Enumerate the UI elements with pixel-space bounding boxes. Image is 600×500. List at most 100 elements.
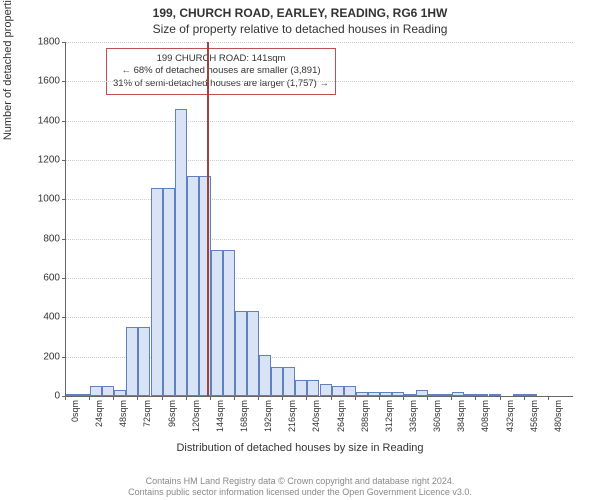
x-tick-label: 144sqm [215, 400, 225, 440]
x-tick-label: 360sqm [432, 400, 442, 440]
histogram-bar [151, 188, 163, 396]
x-tick-label: 168sqm [239, 400, 249, 440]
histogram-bar [102, 386, 114, 396]
x-tick-label: 0sqm [70, 400, 80, 440]
x-tick-label: 120sqm [191, 400, 201, 440]
gridline [66, 81, 573, 82]
histogram-bar [175, 109, 187, 396]
property-marker-line [207, 42, 209, 396]
x-tick-label: 288sqm [360, 400, 370, 440]
x-tick-mark [186, 397, 187, 400]
x-tick-mark [500, 397, 501, 400]
x-tick-label: 456sqm [529, 400, 539, 440]
annotation-box: 199 CHURCH ROAD: 141sqm ← 68% of detache… [106, 48, 336, 95]
y-tick-mark [62, 278, 65, 279]
y-tick-mark [62, 199, 65, 200]
histogram-bar [199, 176, 211, 396]
histogram-bar [114, 390, 126, 396]
histogram-bar [295, 380, 307, 396]
x-tick-label: 264sqm [336, 400, 346, 440]
gridline [66, 317, 573, 318]
y-tick-mark [62, 121, 65, 122]
x-tick-mark [331, 397, 332, 400]
x-tick-mark [234, 397, 235, 400]
histogram-bar [404, 394, 416, 396]
histogram-bar [138, 327, 150, 396]
x-tick-label: 72sqm [142, 400, 152, 440]
histogram-bar [489, 394, 501, 396]
histogram-bar [66, 394, 78, 396]
histogram-bar [428, 394, 440, 396]
y-tick-mark [62, 357, 65, 358]
annotation-line2: ← 68% of detached houses are smaller (3,… [113, 65, 329, 77]
y-tick-label: 400 [20, 312, 60, 323]
histogram-bar [344, 386, 356, 396]
y-tick-label: 1800 [20, 37, 60, 48]
x-tick-mark [379, 397, 380, 400]
x-tick-mark [65, 397, 66, 400]
gridline [66, 42, 573, 43]
y-tick-label: 0 [20, 391, 60, 402]
footer-attribution: Contains HM Land Registry data © Crown c… [0, 476, 600, 498]
x-tick-mark [403, 397, 404, 400]
x-tick-label: 408sqm [480, 400, 490, 440]
gridline [66, 121, 573, 122]
x-tick-mark [355, 397, 356, 400]
gridline [66, 278, 573, 279]
histogram-bar [464, 394, 476, 396]
x-tick-mark [548, 397, 549, 400]
y-tick-label: 200 [20, 351, 60, 362]
x-tick-mark [524, 397, 525, 400]
x-tick-mark [475, 397, 476, 400]
y-tick-mark [62, 239, 65, 240]
footer-line1: Contains HM Land Registry data © Crown c… [0, 476, 600, 487]
chart-container: 199, CHURCH ROAD, EARLEY, READING, RG6 1… [0, 0, 600, 500]
x-tick-label: 432sqm [505, 400, 515, 440]
histogram-bar [476, 394, 488, 396]
gridline [66, 239, 573, 240]
annotation-line3: 31% of semi-detached houses are larger (… [113, 78, 329, 90]
histogram-bar [271, 367, 283, 397]
y-tick-label: 1000 [20, 194, 60, 205]
gridline [66, 199, 573, 200]
x-tick-label: 24sqm [94, 400, 104, 440]
x-tick-label: 480sqm [553, 400, 563, 440]
histogram-bar [187, 176, 199, 396]
histogram-bar [513, 394, 525, 396]
histogram-bar [392, 392, 404, 396]
histogram-bar [223, 250, 235, 396]
x-tick-mark [451, 397, 452, 400]
histogram-bar [320, 384, 332, 396]
histogram-bar [440, 394, 452, 396]
x-tick-mark [89, 397, 90, 400]
x-tick-mark [282, 397, 283, 400]
x-tick-mark [137, 397, 138, 400]
histogram-bar [259, 355, 271, 396]
y-tick-label: 1400 [20, 115, 60, 126]
annotation-line1: 199 CHURCH ROAD: 141sqm [113, 53, 329, 65]
histogram-bar [452, 392, 464, 396]
x-tick-label: 240sqm [311, 400, 321, 440]
histogram-bar [307, 380, 319, 396]
histogram-bar [78, 394, 90, 396]
gridline [66, 160, 573, 161]
x-tick-label: 336sqm [408, 400, 418, 440]
x-tick-mark [427, 397, 428, 400]
x-tick-mark [210, 397, 211, 400]
y-tick-mark [62, 81, 65, 82]
x-tick-mark [258, 397, 259, 400]
x-tick-label: 192sqm [263, 400, 273, 440]
histogram-bar [368, 392, 380, 396]
chart-title-address: 199, CHURCH ROAD, EARLEY, READING, RG6 1… [0, 0, 600, 20]
x-axis-label: Distribution of detached houses by size … [0, 442, 600, 454]
x-tick-mark [162, 397, 163, 400]
histogram-bar [332, 386, 344, 396]
y-tick-label: 800 [20, 233, 60, 244]
x-tick-mark [113, 397, 114, 400]
y-axis-label: Number of detached properties [2, 0, 14, 140]
histogram-bar [126, 327, 138, 396]
histogram-bar [525, 394, 537, 396]
x-tick-label: 384sqm [456, 400, 466, 440]
histogram-bar [283, 367, 295, 397]
histogram-bar [235, 311, 247, 396]
